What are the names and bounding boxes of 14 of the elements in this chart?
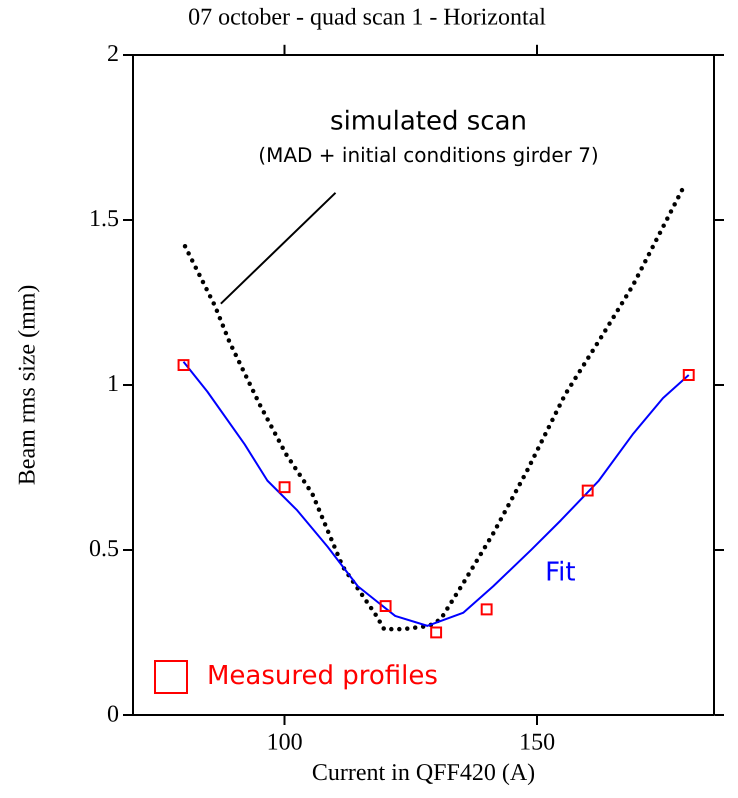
- series-label: Fit: [545, 558, 576, 588]
- chart-title: 07 october - quad scan 1 - Horizontal: [188, 4, 546, 31]
- x-axis-title: Current in QFF420 (A): [312, 760, 536, 786]
- text: simulated scan: [330, 106, 527, 137]
- x-tick-label: 100: [266, 730, 303, 756]
- y-tick-label: 0.5: [89, 536, 119, 562]
- x-tick-label: 150: [519, 730, 556, 756]
- y-tick-label: 2: [107, 41, 119, 68]
- y-tick-label: 1: [107, 371, 119, 398]
- y-tick-label: 0: [107, 701, 119, 728]
- y-axis-title: Beam rms size (mm): [14, 284, 41, 486]
- y-tick-label: 1.5: [89, 206, 119, 232]
- legend-label: Measured profiles: [207, 660, 438, 691]
- annotation: (MAD + initial conditions girder 7): [258, 143, 599, 168]
